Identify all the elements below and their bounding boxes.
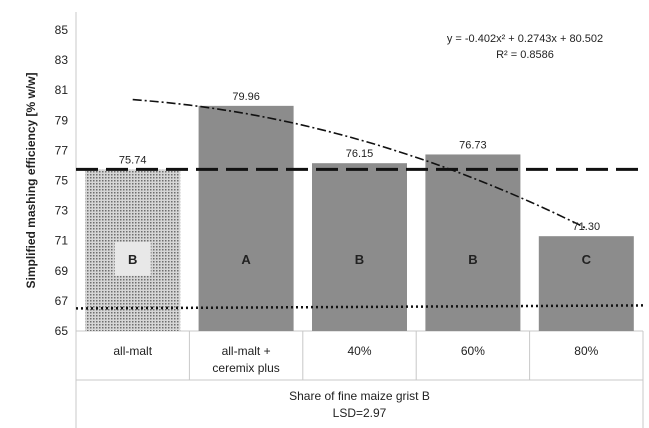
bar-5 bbox=[538, 236, 634, 331]
y-tick-label: 75 bbox=[55, 174, 69, 188]
x-axis-label: Share of fine maize grist B bbox=[289, 389, 430, 403]
category-label: 40% bbox=[347, 344, 371, 358]
category-label: ceremix plus bbox=[212, 361, 279, 375]
trendline-r-squared: R² = 0.8586 bbox=[496, 49, 554, 61]
category-label: 80% bbox=[574, 344, 598, 358]
category-label: 60% bbox=[461, 344, 485, 358]
category-labels: all-malt all-malt + ceremix plus 40% 60% 80% bbox=[113, 344, 598, 375]
y-tick-label: 83 bbox=[55, 53, 69, 67]
trendline-group bbox=[132, 98, 587, 230]
group-letter: C bbox=[582, 252, 592, 267]
y-tick-label: 79 bbox=[55, 113, 69, 127]
group-letter: A bbox=[241, 252, 251, 267]
lsd-note: LSD=2.97 bbox=[333, 406, 387, 420]
bar-2 bbox=[198, 105, 294, 332]
y-tick-label: 67 bbox=[55, 294, 69, 308]
value-label: 79.96 bbox=[232, 91, 260, 103]
group-letter-box bbox=[114, 241, 151, 276]
category-label: all-malt + bbox=[222, 344, 271, 358]
group-letter: B bbox=[468, 252, 477, 267]
bars bbox=[85, 105, 634, 332]
y-tick-label: 69 bbox=[55, 264, 69, 278]
y-tick-label: 85 bbox=[55, 23, 69, 37]
category-label: all-malt bbox=[113, 344, 152, 358]
y-tick-label: 73 bbox=[55, 204, 69, 218]
trendline-equation: y = -0.402x² + 0.2743x + 80.502 bbox=[447, 33, 603, 45]
y-tick-label: 77 bbox=[55, 143, 69, 157]
value-label: 71.30 bbox=[573, 221, 601, 233]
trendline bbox=[132, 98, 587, 230]
group-letter: B bbox=[128, 252, 137, 267]
value-label: 76.73 bbox=[459, 139, 487, 151]
y-tick-label: 81 bbox=[55, 83, 69, 97]
y-tick-label: 65 bbox=[55, 324, 69, 338]
y-tick-label: 71 bbox=[55, 234, 69, 248]
value-label: 75.74 bbox=[119, 154, 147, 166]
y-axis-ticks: 65 67 69 71 73 75 77 79 81 83 85 bbox=[55, 23, 69, 338]
value-labels: 75.74 79.96 76.15 76.73 71.30 bbox=[119, 91, 600, 233]
bar-4 bbox=[425, 154, 521, 331]
group-letter: B bbox=[355, 252, 364, 267]
value-label: 76.15 bbox=[346, 148, 374, 160]
y-axis-label: Simplified mashing efficiency [% w/w] bbox=[24, 72, 38, 288]
bar-3 bbox=[312, 163, 407, 331]
reference-lines bbox=[75, 167, 644, 310]
